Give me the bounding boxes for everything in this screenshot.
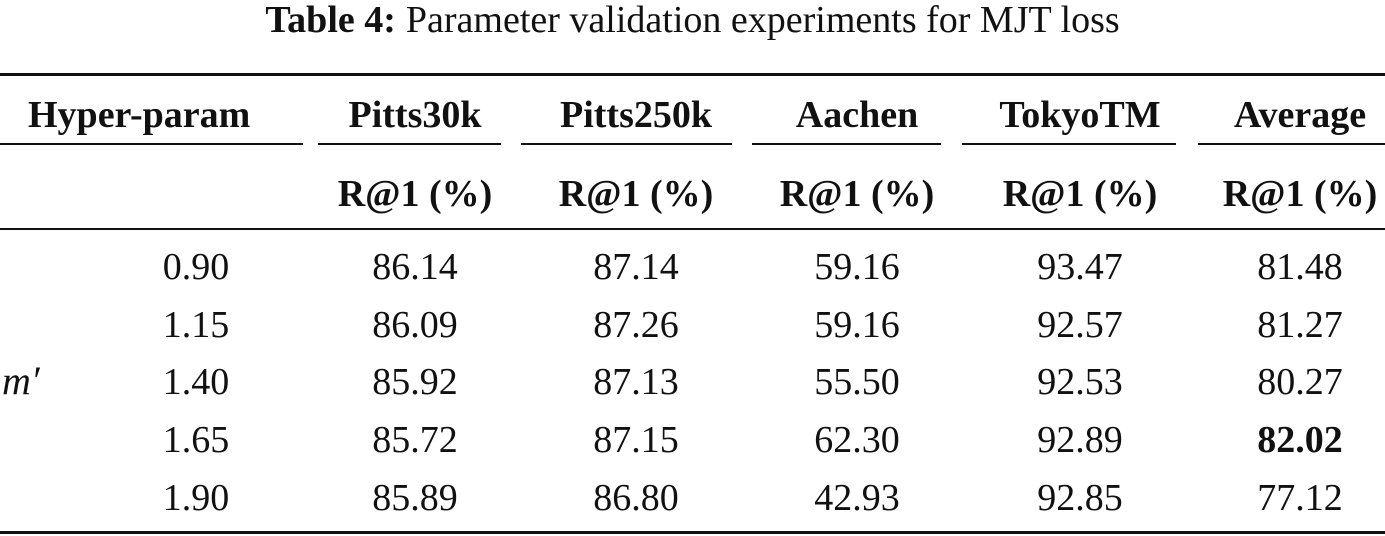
header-pitts30k: Pitts30k bbox=[348, 94, 482, 136]
table-cell: 86.09 bbox=[372, 304, 458, 346]
table-cell: 87.14 bbox=[593, 246, 679, 288]
header-underline-pitts30k bbox=[318, 143, 501, 145]
table-cell: 87.13 bbox=[593, 361, 679, 403]
table-cell: 92.57 bbox=[1037, 304, 1123, 346]
param-symbol: m′ bbox=[2, 358, 40, 403]
table-cell: 86.14 bbox=[372, 246, 458, 288]
metric-label-pitts30k: R@1 (%) bbox=[337, 173, 493, 215]
caption-label: Table 4: bbox=[265, 0, 396, 41]
mid-rule bbox=[0, 228, 1385, 230]
metric-label-aachen: R@1 (%) bbox=[779, 173, 935, 215]
header-underline-tokyotm bbox=[962, 143, 1176, 145]
table-cell: 80.27 bbox=[1257, 361, 1343, 403]
table-cell: 92.85 bbox=[1037, 477, 1123, 519]
table-cell: 81.48 bbox=[1257, 246, 1343, 288]
caption-text: Parameter validation experiments for MJT… bbox=[405, 0, 1120, 41]
header-underline-average bbox=[1198, 143, 1385, 145]
metric-label-tokyotm: R@1 (%) bbox=[1002, 173, 1158, 215]
table-cell: 42.93 bbox=[814, 477, 900, 519]
param-value-cell: 1.15 bbox=[162, 304, 230, 346]
table-cell: 92.89 bbox=[1037, 419, 1123, 461]
table-cell: 62.30 bbox=[814, 419, 900, 461]
table-cell: 87.26 bbox=[593, 304, 679, 346]
table-cell: 92.53 bbox=[1037, 361, 1123, 403]
header-tokyotm: TokyoTM bbox=[999, 94, 1161, 136]
bottom-rule bbox=[0, 531, 1385, 534]
table-cell: 59.16 bbox=[814, 246, 900, 288]
table-cell: 85.72 bbox=[372, 419, 458, 461]
table-cell: 81.27 bbox=[1257, 304, 1343, 346]
table-cell: 85.92 bbox=[372, 361, 458, 403]
param-value-cell: 1.65 bbox=[162, 419, 230, 461]
table-cell: 59.16 bbox=[814, 304, 900, 346]
param-value-cell: 1.90 bbox=[162, 477, 230, 519]
header-underline-pitts250k bbox=[521, 143, 732, 145]
table-cell: 82.02 bbox=[1257, 419, 1343, 461]
header-average: Average bbox=[1233, 94, 1367, 136]
header-aachen: Aachen bbox=[795, 94, 919, 136]
header-underline-hyper-param bbox=[0, 143, 303, 145]
header-hyper-param: Hyper-param bbox=[28, 94, 251, 136]
table-cell: 86.80 bbox=[593, 477, 679, 519]
table-cell: 55.50 bbox=[814, 361, 900, 403]
table-cell: 85.89 bbox=[372, 477, 458, 519]
param-value-cell: 1.40 bbox=[162, 361, 230, 403]
table-cell: 87.15 bbox=[593, 419, 679, 461]
param-value-cell: 0.90 bbox=[162, 246, 230, 288]
metric-label-pitts250k: R@1 (%) bbox=[558, 173, 714, 215]
table-cell: 93.47 bbox=[1037, 246, 1123, 288]
metric-label-average: R@1 (%) bbox=[1222, 173, 1378, 215]
table-cell: 77.12 bbox=[1257, 477, 1343, 519]
table-caption: Table 4: Parameter validation experiments… bbox=[0, 0, 1385, 40]
header-underline-aachen bbox=[752, 143, 941, 145]
top-rule bbox=[0, 73, 1385, 76]
header-pitts250k: Pitts250k bbox=[560, 94, 712, 136]
